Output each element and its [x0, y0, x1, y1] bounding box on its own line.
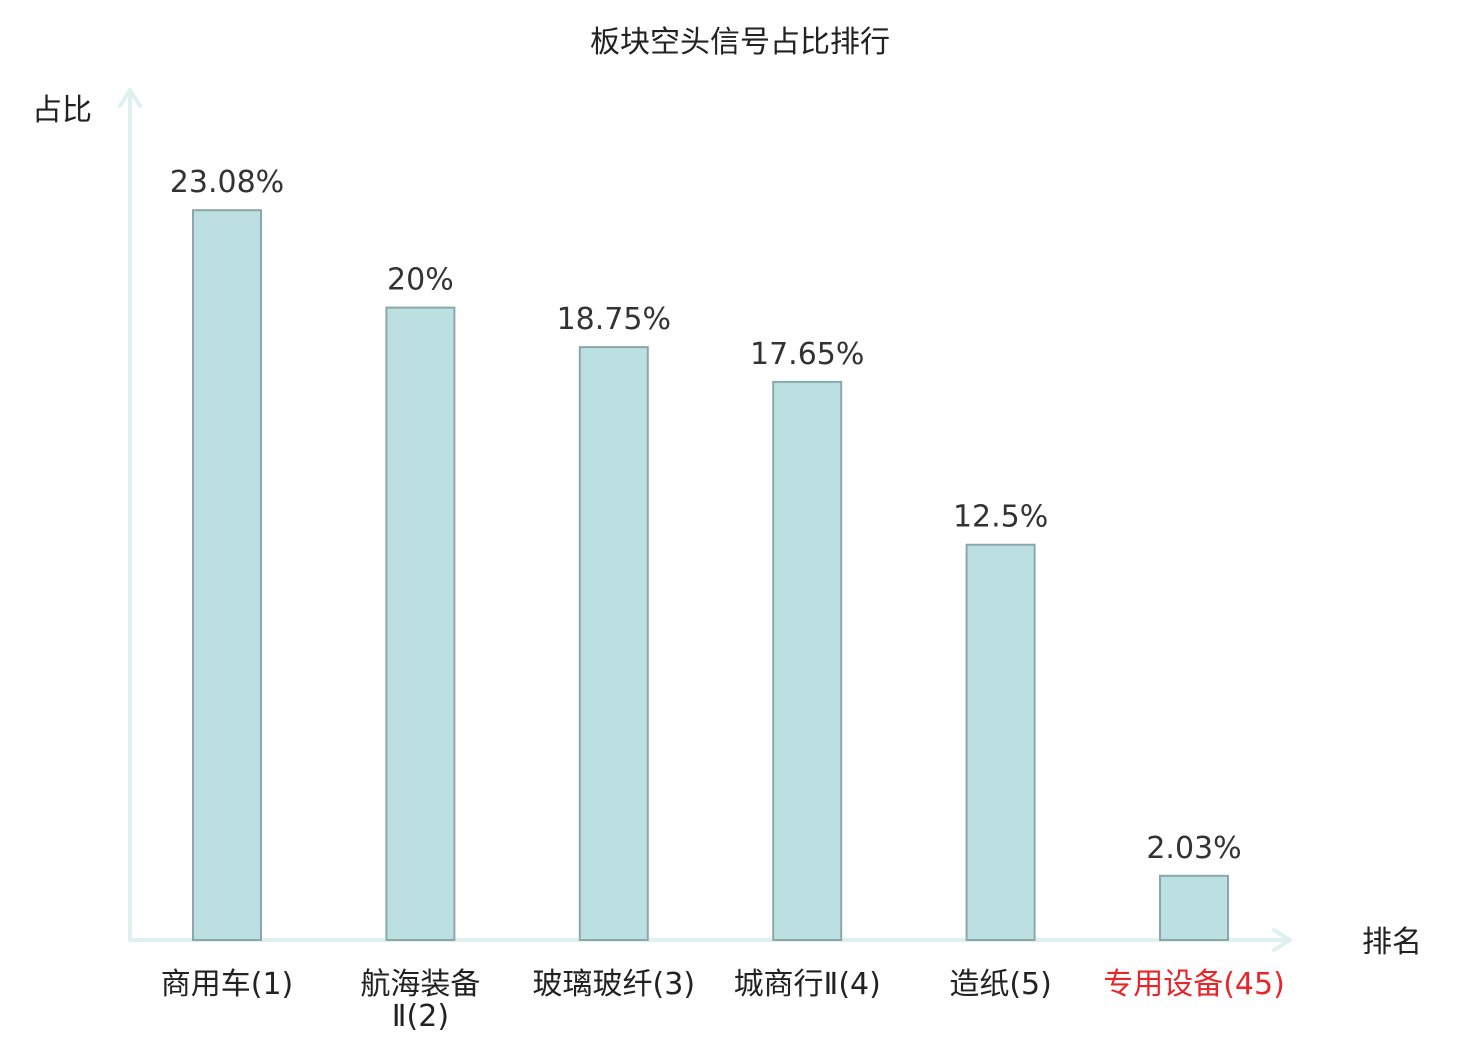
x-axis-title: 排名 — [1362, 925, 1422, 960]
category-label: 城商行Ⅱ(4) — [734, 967, 881, 1002]
chart-title: 板块空头信号占比排行 — [590, 25, 890, 60]
axes — [118, 88, 1292, 952]
category-name: 专用设备 — [1103, 967, 1223, 1002]
x-axis-arrow — [1272, 928, 1292, 952]
bar — [772, 380, 843, 942]
value-label: 2.03% — [1146, 831, 1241, 866]
category-label: 造纸(5) — [949, 967, 1052, 1002]
category-rank: (45) — [1223, 967, 1285, 1002]
bar — [385, 306, 456, 941]
category-rank: (1) — [251, 967, 294, 1002]
value-labels-group: 23.08% 20% 18.75% 17.65% 12.5% 2.03% — [170, 165, 1242, 866]
value-label: 12.5% — [953, 500, 1048, 535]
y-axis-title: 占比 — [32, 93, 92, 128]
category-name: 玻璃玻纤 — [533, 967, 653, 1002]
category-labels-group: 商用车(1) 航海装备 Ⅱ(2) 玻璃玻纤(3) 城商行Ⅱ(4) 造纸(5) 专用设备(45… — [161, 967, 1285, 1034]
value-label: 18.75% — [557, 302, 671, 337]
bars-group — [192, 209, 1229, 942]
bar — [578, 346, 649, 941]
category-name-line2: Ⅱ — [392, 999, 407, 1034]
category-name: 商用车 — [161, 967, 251, 1002]
category-name: 航海装备 — [360, 967, 480, 1002]
category-label: 航海装备 Ⅱ(2) — [360, 967, 480, 1034]
category-label: 玻璃玻纤(3) — [533, 967, 696, 1002]
value-label: 17.65% — [750, 337, 864, 372]
category-name: 城商行Ⅱ — [734, 967, 839, 1002]
category-rank: (5) — [1009, 967, 1052, 1002]
category-name: 造纸 — [949, 967, 1009, 1002]
category-rank: (4) — [838, 967, 881, 1002]
category-label: 商用车(1) — [161, 967, 294, 1002]
value-label: 20% — [387, 263, 454, 298]
category-rank: (3) — [653, 967, 696, 1002]
bar — [1159, 874, 1229, 942]
category-rank: (2) — [407, 999, 450, 1034]
bar — [192, 209, 262, 941]
category-label: 专用设备(45) — [1103, 967, 1285, 1002]
value-label: 23.08% — [170, 165, 284, 200]
y-axis-arrow — [118, 88, 142, 108]
bar — [965, 543, 1036, 942]
